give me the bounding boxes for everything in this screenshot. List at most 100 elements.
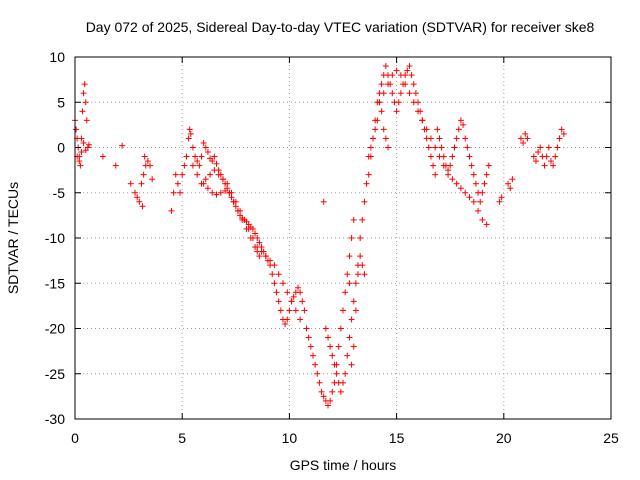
data-point [455,126,462,133]
data-point [382,135,389,142]
data-point [81,81,88,88]
data-point [365,171,372,178]
grid [75,57,611,419]
data-point [168,207,175,214]
data-point [324,402,331,409]
data-point [119,142,126,149]
data-point [335,343,342,350]
data-point [318,388,325,395]
data-point [385,81,392,88]
data-point [288,298,295,305]
data-point [344,271,351,278]
data-point [140,171,147,178]
data-point [355,271,362,278]
data-point [382,63,389,70]
data-point [402,81,409,88]
data-point [340,379,346,386]
data-point [224,180,231,187]
data-point [466,153,473,160]
data-point [342,370,349,377]
data-point [475,207,482,214]
data-point [470,171,477,178]
data-point [232,198,239,205]
data-point [449,176,456,183]
data-point [320,393,327,400]
data-point [550,162,557,169]
data-point [438,144,445,151]
data-point [545,144,552,151]
data-point [297,316,304,323]
data-point [357,235,364,241]
data-point [359,216,366,223]
data-point [412,90,419,97]
data-point [348,235,355,241]
data-point [361,198,368,205]
data-point [320,198,327,205]
data-point [427,135,434,142]
data-point [294,284,301,291]
data-point [78,135,85,142]
data-point [213,191,220,198]
data-point [299,298,306,305]
data-point [322,325,329,332]
data-point [207,171,214,178]
data-point [269,271,276,278]
data-point [327,343,334,350]
data-point [541,162,548,169]
data-point [352,307,359,314]
y-tick-labels: -30 -25 -20 -15 -10 -5 0 5 10 [45,49,65,427]
data-point [170,189,177,196]
y-tick-label: -25 [45,366,65,382]
data-point [389,90,396,97]
data-point [410,99,417,106]
data-point [434,126,441,133]
data-point [410,81,417,88]
data-point [372,126,379,133]
data-point [284,316,291,323]
x-tick-label: 15 [389,430,405,446]
data-point [202,144,209,151]
data-point [558,126,565,133]
data-point [186,126,193,133]
data-point [481,180,488,187]
y-axis-label: SDTVAR / TECUs [5,182,21,294]
data-point [309,352,316,359]
data-point [359,262,366,269]
data-point [80,139,87,146]
data-point [543,153,550,160]
data-point [290,293,297,300]
data-point [376,99,383,106]
x-axis-label: GPS time / hours [290,457,397,473]
data-point [357,253,364,260]
data-point [219,176,226,183]
data-point [256,253,263,260]
data-point [464,144,471,151]
data-point [532,158,539,165]
x-tick-label: 0 [71,430,79,446]
data-point [78,149,85,156]
data-point [279,280,286,287]
data-point [436,135,443,142]
data-point [507,185,514,192]
data-point [498,194,505,201]
data-point [415,108,422,115]
data-point [258,248,265,255]
data-point [84,144,91,151]
data-point [367,144,374,151]
data-point [181,162,188,169]
data-point [314,370,321,377]
data-point [134,194,141,201]
data-point [213,160,220,167]
data-point [85,141,92,148]
data-point [215,171,222,178]
data-point [430,162,437,169]
data-point [378,108,385,115]
data-point [460,121,467,128]
x-tick-label: 20 [496,430,512,446]
data-point [174,180,181,187]
data-point [136,198,143,205]
data-point [249,235,256,241]
data-point [271,262,278,269]
data-point [187,130,194,137]
